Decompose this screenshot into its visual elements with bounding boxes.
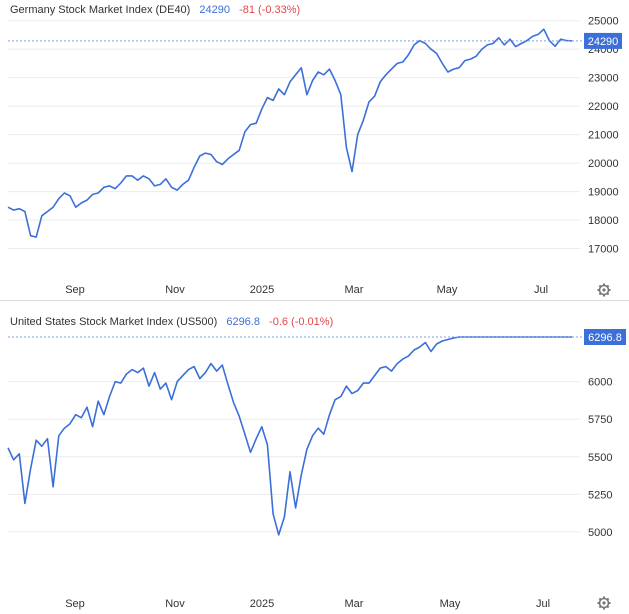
x-tick-label: May: [440, 598, 461, 610]
x-tick-label: Jul: [534, 284, 548, 296]
y-tick-label: 5000: [588, 527, 612, 539]
x-tick-label: Mar: [345, 598, 364, 610]
series-line: [7, 336, 572, 536]
y-tick-label: 19000: [588, 187, 619, 199]
y-tick-label: 5250: [588, 489, 612, 501]
chart-panel-de40: 17000 18000 19000 20000 21000 22000 23000 24000…: [0, 0, 629, 300]
y-tick-label: 22000: [588, 101, 619, 113]
series-line: [7, 28, 573, 238]
x-tick-label: Nov: [165, 284, 185, 296]
y-tick-label: 6000: [588, 377, 612, 389]
y-tick-label: 20000: [588, 158, 619, 170]
y-tick-label: 18000: [588, 215, 619, 227]
index-price: 24290: [199, 4, 230, 16]
index-change: -81 (-0.33%): [239, 4, 301, 16]
y-tick-label: 25000: [588, 16, 619, 28]
index-name: Germany Stock Market Index (DE40): [10, 4, 191, 16]
gear-ring: [598, 284, 610, 296]
x-tick-label: May: [437, 284, 458, 296]
x-tick-label: 2025: [250, 598, 274, 610]
last-price-badge: [584, 328, 626, 345]
gear-hub: [602, 601, 606, 605]
chart-panel-us500: 5000 5250 5500 5750 6000 Sep Nov 2025 Mar May Jul 6…: [0, 307, 629, 614]
chart-us500: 5000 5250 5500 5750 6000 Sep Nov 2025 Mar May Jul 6…: [7, 328, 626, 610]
chart-header: United States Stock Market Index (US500)…: [10, 316, 339, 328]
x-tick-label: Sep: [65, 284, 85, 296]
y-tick-label: 23000: [588, 73, 619, 85]
index-change: -0.6 (-0.01%): [269, 316, 334, 328]
panel-divider: [0, 300, 629, 301]
gear-icon[interactable]: [597, 596, 611, 610]
gear-ring: [598, 597, 610, 609]
x-tick-label: 2025: [250, 284, 274, 296]
y-tick-label: 5750: [588, 414, 612, 426]
y-tick-label: 17000: [588, 244, 619, 256]
last-price-badge-label: 24290: [588, 36, 619, 48]
x-tick-label: Nov: [165, 598, 185, 610]
chart-de40: 1700018000190002000021000220002300024000…: [7, 16, 622, 297]
x-tick-label: Jul: [536, 598, 550, 610]
last-price-badge: [584, 32, 622, 49]
gear-hub: [602, 288, 606, 292]
index-price: 6296.8: [226, 316, 260, 328]
x-tick-label: Sep: [65, 598, 85, 610]
chart-header: Germany Stock Market Index (DE40) 24290 …: [10, 4, 306, 16]
last-price-badge-label: 6296.8: [588, 332, 622, 344]
gear-icon[interactable]: [597, 283, 611, 297]
x-tick-label: Mar: [345, 284, 364, 296]
y-tick-label: 21000: [588, 130, 619, 142]
index-name: United States Stock Market Index (US500): [10, 316, 218, 328]
y-tick-label: 5500: [588, 452, 612, 464]
